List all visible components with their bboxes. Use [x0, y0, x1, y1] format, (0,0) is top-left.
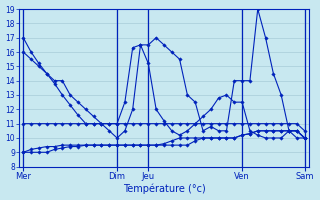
- X-axis label: Température (°c): Température (°c): [123, 184, 205, 194]
